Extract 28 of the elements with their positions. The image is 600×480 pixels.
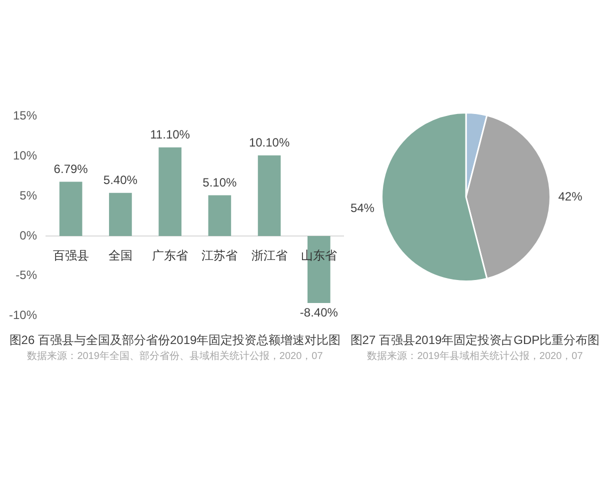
bar — [158, 147, 182, 236]
data-label: 11.10% — [150, 128, 190, 142]
data-label: 6.79% — [54, 162, 88, 176]
x-tick-label: 浙江省 — [251, 248, 288, 262]
source-note: 数据来源：2019年全国、部分省份、县域相关统计公报，2020，07 — [26, 350, 324, 364]
y-tick-label: -5% — [16, 268, 38, 282]
bar — [258, 155, 281, 236]
x-tick-label: 全国 — [108, 248, 132, 262]
y-tick-label: 0% — [20, 228, 38, 242]
source-note: 数据来源：2019年县域相关统计公报，2020，07 — [366, 350, 584, 364]
y-tick-label: -10% — [9, 308, 38, 322]
bar — [59, 182, 82, 236]
y-tick-label: 5% — [20, 188, 38, 202]
bar — [208, 195, 232, 236]
data-label: 42% — [558, 189, 583, 204]
data-label: 10.10% — [248, 136, 290, 150]
data-label: 54% — [350, 200, 375, 215]
data-label: 5.10% — [202, 176, 238, 190]
x-tick-label: 广东省 — [152, 248, 188, 262]
y-tick-label: 10% — [12, 148, 38, 162]
data-label: -8.40% — [300, 305, 338, 320]
text: 图27 百强县2019年固定投资占GDP比重分布图 — [350, 332, 600, 348]
bar — [109, 192, 132, 236]
data-label: 5.40% — [103, 173, 138, 188]
x-tick-label: 江苏省 — [202, 248, 238, 262]
text: 图26 百强县与全国及部分省份2019年固定投资总额增速对比图 — [8, 332, 342, 348]
y-tick-label: 15% — [12, 108, 38, 123]
x-tick-label: 百强县 — [52, 248, 89, 262]
